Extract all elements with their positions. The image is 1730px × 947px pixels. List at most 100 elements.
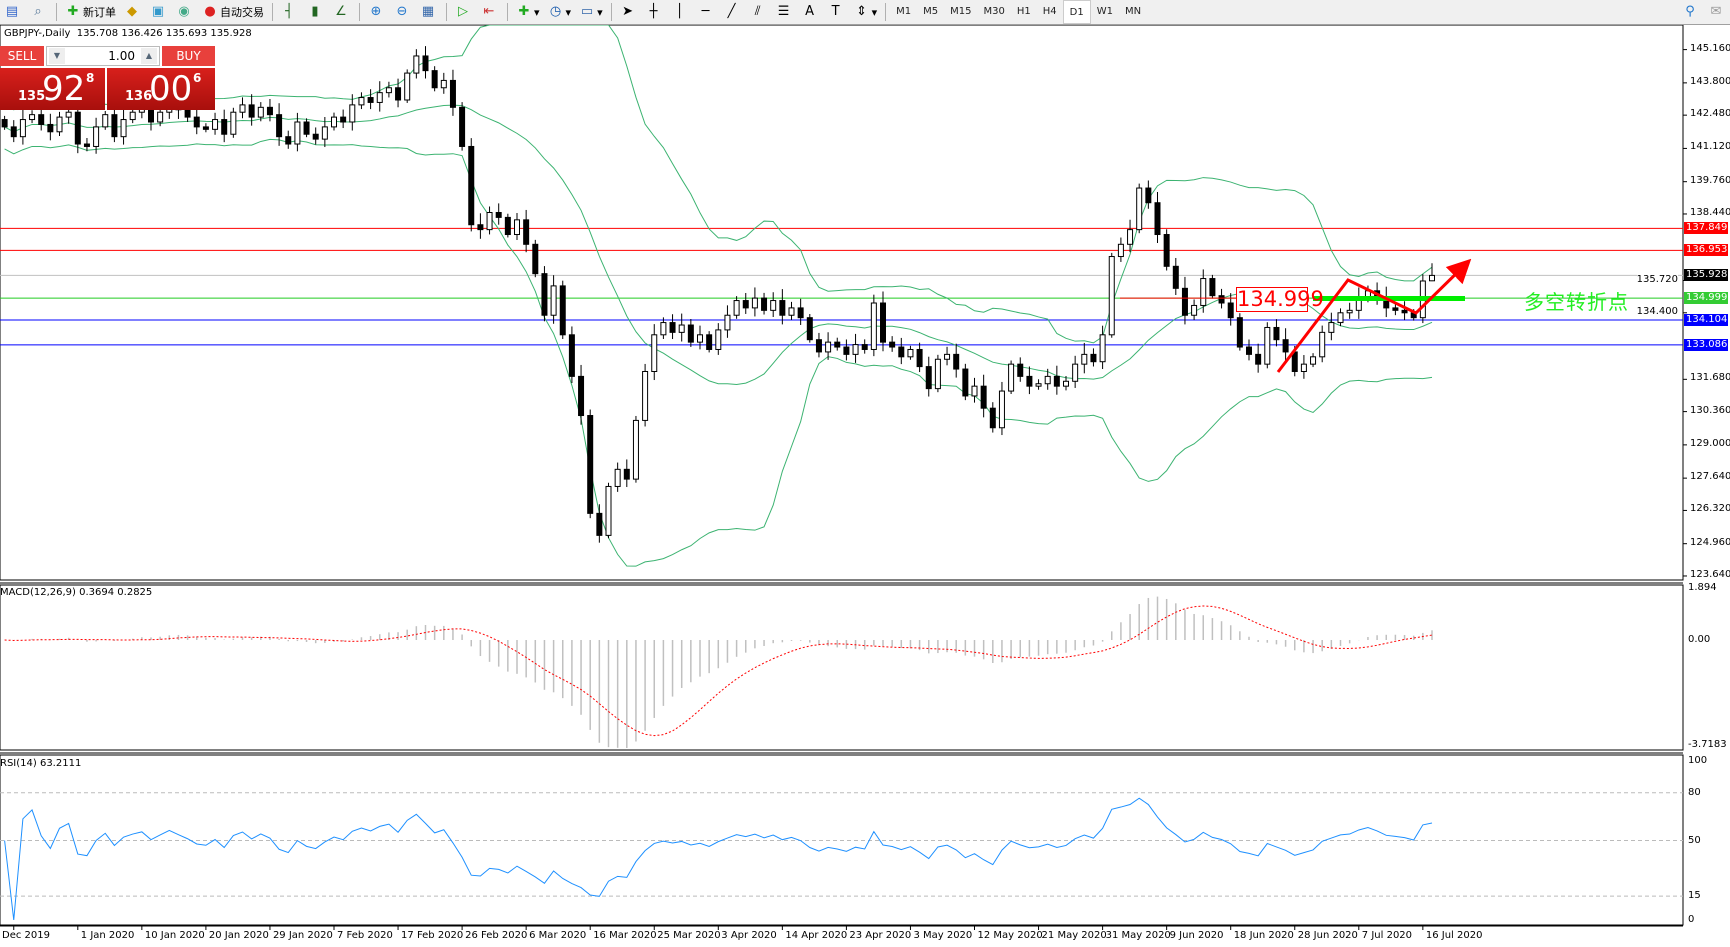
candle bbox=[806, 314, 813, 343]
candle-body bbox=[1181, 287, 1188, 316]
candle bbox=[1154, 192, 1161, 244]
candle-body bbox=[1191, 304, 1198, 316]
sell-button[interactable]: SELL bbox=[0, 46, 44, 66]
price-chart[interactable] bbox=[0, 25, 1730, 947]
lot-size-input[interactable]: ▼ 1.00 ▲ bbox=[46, 46, 160, 66]
search-icon: ⚲ bbox=[1685, 4, 1695, 19]
buy-button[interactable]: BUY bbox=[162, 46, 215, 66]
bar-chart-button[interactable]: ┤ bbox=[277, 1, 303, 23]
candle-body bbox=[989, 407, 996, 429]
candle-body bbox=[1081, 353, 1088, 365]
terminal-button[interactable]: ▣ bbox=[146, 1, 172, 23]
zoom-chart-button[interactable]: ⌕ bbox=[26, 1, 52, 23]
fibonacci-button[interactable]: ☰ bbox=[772, 1, 798, 23]
candle bbox=[596, 504, 603, 543]
timeframe-m30[interactable]: M30 bbox=[983, 5, 1005, 17]
text-button[interactable]: A bbox=[798, 1, 824, 23]
candle-body bbox=[157, 111, 164, 123]
candle bbox=[1346, 302, 1353, 319]
timeframe-m5[interactable]: M5 bbox=[923, 5, 939, 17]
new-chart-button[interactable]: ▤ bbox=[0, 1, 26, 23]
candle-body bbox=[1117, 243, 1124, 258]
candle-body bbox=[1392, 307, 1399, 311]
candle bbox=[340, 109, 347, 129]
candle-body bbox=[953, 353, 960, 370]
bollinger-lower-band bbox=[4, 138, 1433, 567]
timeframe-w1[interactable]: W1 bbox=[1096, 5, 1113, 17]
timeframe-m1[interactable]: M1 bbox=[896, 5, 912, 17]
chart-shift-button[interactable]: ⇤ bbox=[477, 1, 503, 23]
equidistant-channel-button[interactable]: ⫽ bbox=[746, 1, 772, 23]
arrows-button[interactable]: ⇕ ▾ bbox=[850, 1, 882, 23]
candle-body bbox=[1200, 278, 1207, 306]
candle bbox=[1008, 360, 1015, 394]
candle-body bbox=[623, 468, 630, 480]
auto-trading-button[interactable]: ● 自动交易 bbox=[198, 1, 268, 23]
metaeditor-button[interactable]: ◆ bbox=[120, 1, 146, 23]
zoom-out-button[interactable]: ⊖ bbox=[390, 1, 416, 23]
line-chart-button[interactable]: ∠ bbox=[329, 1, 355, 23]
candle bbox=[934, 354, 941, 393]
candle bbox=[129, 107, 136, 124]
zoom-in-button[interactable]: ⊕ bbox=[364, 1, 390, 23]
candle bbox=[120, 109, 127, 145]
trendline-button[interactable]: ╱ bbox=[720, 1, 746, 23]
text-label-button[interactable]: T bbox=[824, 1, 850, 23]
candle-body bbox=[376, 92, 383, 103]
candle bbox=[998, 381, 1005, 436]
chat-button[interactable]: ✉ bbox=[1704, 1, 1730, 23]
macd-signal-line bbox=[4, 605, 1433, 737]
macd-axis-label: 1.894 bbox=[1688, 582, 1717, 593]
rsi-axis-label: 50 bbox=[1688, 834, 1701, 846]
pivot-annotation-text[interactable]: 多空转折点 bbox=[1524, 290, 1629, 314]
new-order-button[interactable]: ✚ 新订单 bbox=[61, 1, 120, 23]
candle bbox=[157, 106, 164, 127]
timeframe-m15[interactable]: M15 bbox=[950, 5, 972, 17]
lot-increase-icon[interactable]: ▲ bbox=[141, 48, 157, 64]
lot-decrease-icon[interactable]: ▼ bbox=[49, 48, 65, 64]
buy-price-button[interactable]: 136 00 6 bbox=[107, 68, 215, 110]
price-tick-label: 142.480 bbox=[1690, 108, 1730, 120]
candle-body bbox=[19, 119, 26, 138]
candle bbox=[221, 109, 228, 143]
candle-body bbox=[934, 358, 941, 390]
timeframe-mn[interactable]: MN bbox=[1124, 5, 1142, 17]
periods-button[interactable]: ◷ ▾ bbox=[544, 1, 576, 23]
tile-windows-button[interactable]: ▦ bbox=[416, 1, 442, 23]
search-button[interactable]: ⚲ bbox=[1678, 1, 1704, 23]
candle bbox=[797, 298, 804, 325]
candle-body bbox=[998, 390, 1005, 429]
candle bbox=[916, 342, 923, 373]
sell-price-button[interactable]: 135 92 8 bbox=[0, 68, 105, 110]
candle-body bbox=[605, 485, 612, 536]
candlestick-button[interactable]: ▮ bbox=[303, 1, 329, 23]
vertical-line-icon: │ bbox=[675, 4, 684, 19]
timeframe-h4[interactable]: H4 bbox=[1042, 5, 1057, 17]
crosshair-button[interactable]: ┼ bbox=[642, 1, 668, 23]
candle-body bbox=[770, 300, 777, 311]
template-icon: ▭ bbox=[580, 4, 594, 19]
horizontal-line-button[interactable]: ─ bbox=[694, 1, 720, 23]
candle bbox=[532, 239, 539, 278]
candle-body bbox=[788, 307, 795, 316]
rsi-line bbox=[4, 797, 1433, 921]
templates-button[interactable]: ▭ ▾ bbox=[580, 4, 603, 19]
candle-body bbox=[642, 370, 649, 421]
candle bbox=[706, 331, 713, 353]
new-order-icon: ✚ bbox=[67, 4, 79, 19]
candle bbox=[568, 326, 575, 384]
timeframe-h1[interactable]: H1 bbox=[1016, 5, 1031, 17]
horizontal-line-icon: ─ bbox=[701, 4, 710, 19]
signal-button[interactable]: ◉ bbox=[172, 1, 198, 23]
ohlc-label: 135.708 136.426 135.693 135.928 bbox=[76, 28, 252, 39]
timeframe-d1[interactable]: D1 bbox=[1062, 0, 1091, 24]
cursor-button[interactable]: ➤ bbox=[616, 1, 642, 23]
pivot-price-label[interactable]: 134.999 bbox=[1236, 287, 1324, 312]
candle bbox=[29, 110, 36, 124]
indicators-button[interactable]: ✚ ▾ bbox=[512, 1, 544, 23]
auto-scroll-button[interactable]: ▷ bbox=[451, 1, 477, 23]
candle-body bbox=[697, 334, 703, 343]
candle bbox=[861, 339, 868, 354]
new-order-label: 新订单 bbox=[83, 6, 116, 19]
vertical-line-button[interactable]: │ bbox=[668, 1, 694, 23]
